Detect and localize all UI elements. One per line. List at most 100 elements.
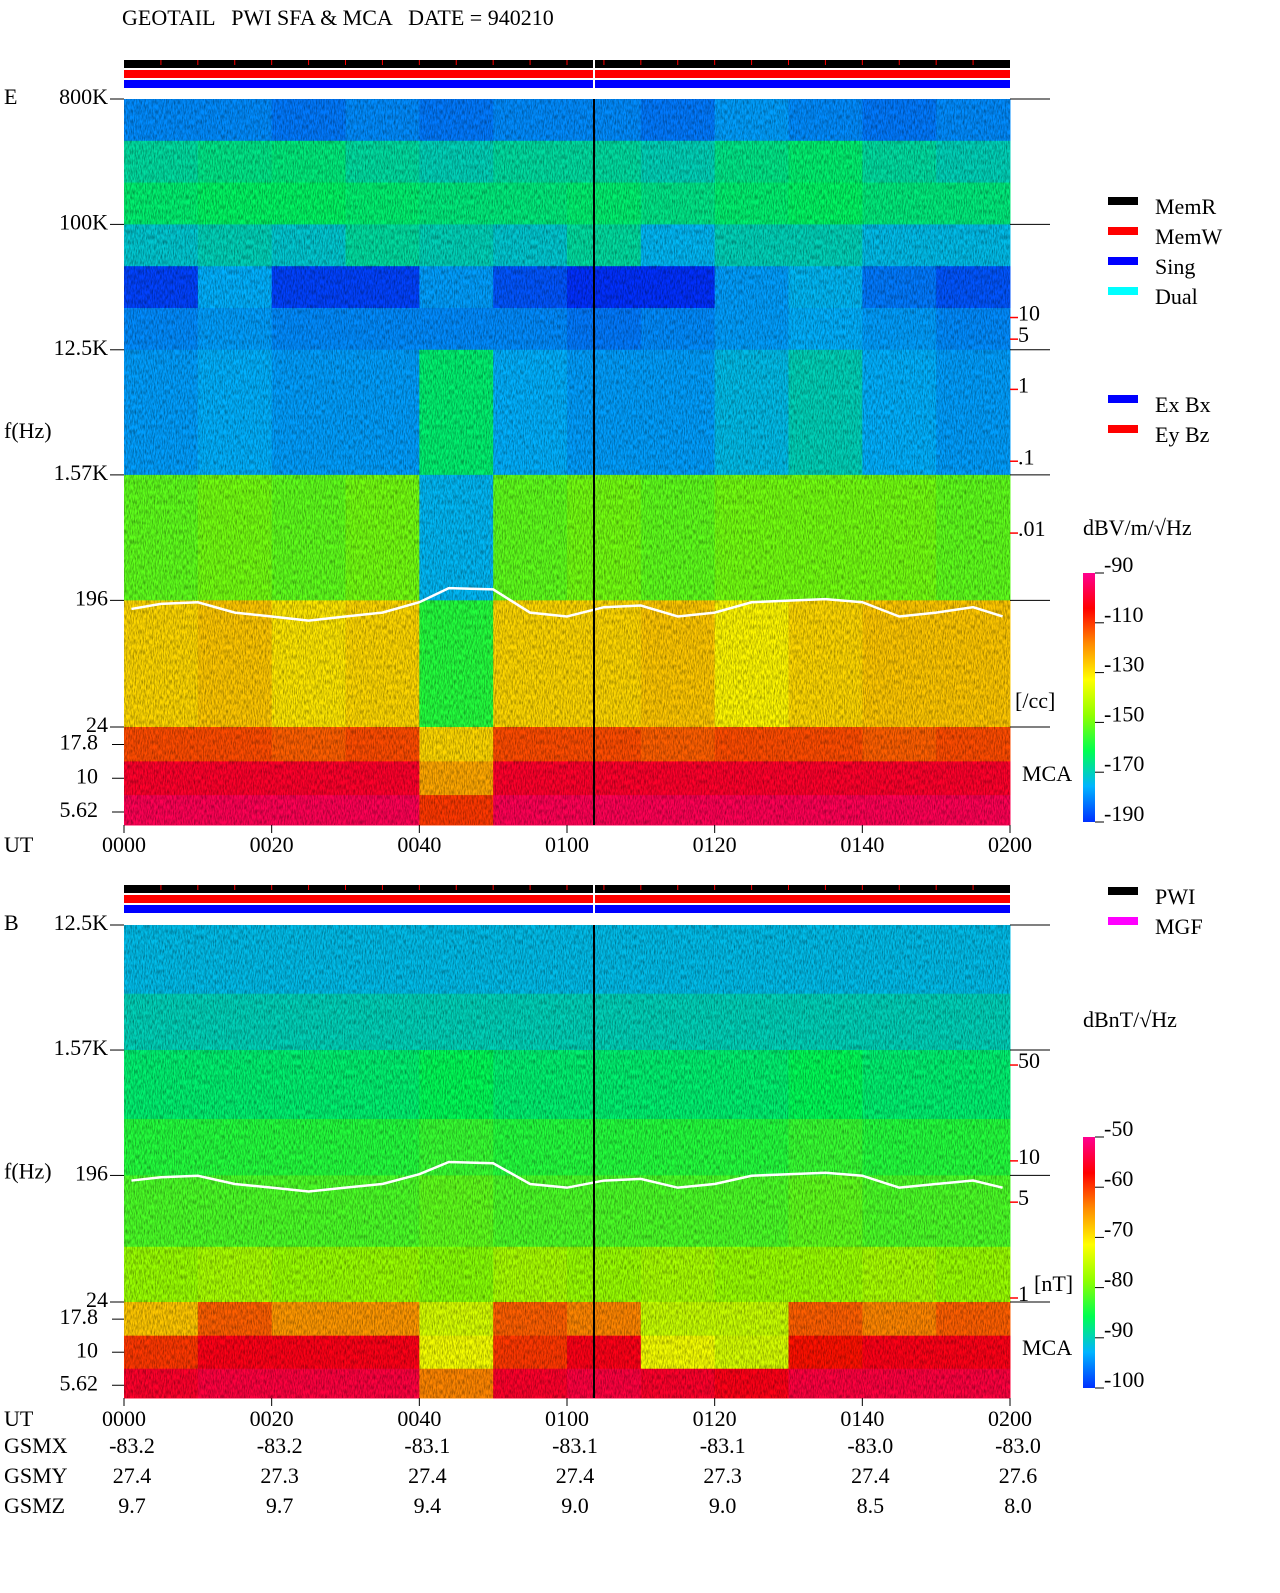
mca-label: MCA — [1022, 1335, 1072, 1360]
colorbar-tick-label: -60 — [1104, 1166, 1133, 1191]
ephemeris-label: GSMZ — [4, 1493, 65, 1518]
legend-label: Dual — [1155, 284, 1198, 309]
ephemeris-value: 8.5 — [857, 1493, 885, 1518]
legend-swatch — [1108, 395, 1138, 403]
ephemeris-value: 8.0 — [1004, 1493, 1032, 1518]
texture — [124, 925, 1010, 1398]
legend-label: MGF — [1155, 914, 1203, 939]
right-tick-label: 5 — [1018, 322, 1029, 347]
legend-label: Sing — [1155, 254, 1195, 279]
y-tick-label: 196 — [75, 1160, 108, 1185]
colorbar-tick-label: -150 — [1104, 701, 1144, 726]
ephemeris-value: 9.4 — [414, 1493, 442, 1518]
y-tick-label: 24 — [86, 1287, 108, 1312]
ephemeris-value: -83.1 — [552, 1433, 598, 1458]
y-tick-label: 12.5K — [54, 335, 109, 360]
mca-tick-label: 17.8 — [60, 730, 99, 755]
ephemeris-value: 27.3 — [260, 1463, 299, 1488]
legend-swatch — [1108, 917, 1138, 925]
y-tick-label: 12.5K — [54, 910, 109, 935]
right-tick-label: 10 — [1018, 1144, 1040, 1169]
ephemeris-value: 27.4 — [113, 1463, 152, 1488]
colorbar — [1083, 573, 1095, 822]
mca-tick-label: 17.8 — [60, 1304, 99, 1329]
x-tick-label: 0040 — [397, 832, 441, 857]
x-tick-label: 0040 — [397, 1406, 441, 1431]
ephemeris-value: -83.0 — [995, 1433, 1041, 1458]
status-bar — [124, 70, 1010, 78]
colorbar-tick-label: -90 — [1104, 552, 1133, 577]
x-tick-label: 0120 — [693, 832, 737, 857]
colorbar-tick-label: -100 — [1104, 1367, 1144, 1392]
plasma-line — [131, 586, 1003, 622]
colorbar-tick-label: -80 — [1104, 1267, 1133, 1292]
mca-tick-label: 10 — [76, 1337, 98, 1362]
status-bar — [124, 80, 1010, 88]
legend-label: MemW — [1155, 224, 1222, 249]
panel-label: B — [4, 910, 19, 935]
right-tick-label: 1 — [1018, 1281, 1029, 1306]
x-tick-label: 0200 — [988, 832, 1032, 857]
x-tick-label: 0100 — [545, 1406, 589, 1431]
ephemeris-value: 27.4 — [851, 1463, 890, 1488]
colorbar-tick-label: -110 — [1104, 602, 1144, 627]
mca-tick-label: 10 — [76, 763, 98, 788]
legend-swatch — [1108, 887, 1138, 895]
colorbar-label: dBV/m/√Hz — [1083, 515, 1192, 540]
y-tick-label: 24 — [86, 712, 108, 737]
y-axis-title: f(Hz) — [4, 418, 52, 443]
x-tick-label: 0140 — [840, 832, 884, 857]
y-tick-label: 1.57K — [54, 1035, 109, 1060]
ephemeris-value: 27.3 — [703, 1463, 742, 1488]
colorbar-tick-label: -70 — [1104, 1216, 1133, 1241]
x-tick-label: 0200 — [988, 1406, 1032, 1431]
texture — [124, 99, 1010, 825]
legend-swatch — [1108, 197, 1138, 205]
y-tick-label: 800K — [59, 84, 108, 109]
right-tick-label: 1 — [1018, 372, 1029, 397]
ephemeris-value: -83.2 — [109, 1433, 155, 1458]
status-bar — [124, 905, 1010, 913]
ephemeris-value: 9.0 — [709, 1493, 737, 1518]
colorbar-tick-label: -190 — [1104, 801, 1144, 826]
x-tick-label: 0020 — [250, 832, 294, 857]
x-axis-title: UT — [4, 832, 34, 857]
x-tick-label: 0120 — [693, 1406, 737, 1431]
ephemeris-value: 9.0 — [561, 1493, 589, 1518]
right-tick-label: .1 — [1018, 444, 1035, 469]
x-tick-label: 0140 — [840, 1406, 884, 1431]
right-axis-unit: [/cc] — [1015, 688, 1055, 713]
x-tick-label: 0000 — [102, 1406, 146, 1431]
x-tick-label: 0020 — [250, 1406, 294, 1431]
x-tick-label: 0100 — [545, 832, 589, 857]
mca-tick-label: 5.62 — [60, 797, 99, 822]
ephemeris-value: 9.7 — [266, 1493, 294, 1518]
ephemeris-value: 27.6 — [999, 1463, 1038, 1488]
mca-label: MCA — [1022, 761, 1072, 786]
right-tick-label: 10 — [1018, 301, 1040, 326]
colorbar-tick-label: -50 — [1104, 1116, 1133, 1141]
colorbar-tick-label: -90 — [1104, 1317, 1133, 1342]
ephemeris-label: GSMY — [4, 1463, 68, 1488]
mca-tick-label: 5.62 — [60, 1370, 99, 1395]
legend-label: MemR — [1155, 194, 1216, 219]
right-axis-unit: [nT] — [1034, 1271, 1073, 1296]
legend-swatch — [1108, 425, 1138, 433]
ephemeris-value: 9.7 — [118, 1493, 146, 1518]
chart-title: GEOTAIL PWI SFA & MCA DATE = 940210 — [122, 5, 554, 30]
legend-label: Ex Bx — [1155, 392, 1211, 417]
plasma-line — [131, 1160, 1003, 1193]
x-axis-title: UT — [4, 1406, 34, 1431]
colorbar-tick-label: -130 — [1104, 652, 1144, 677]
y-tick-label: 196 — [75, 585, 108, 610]
colorbar — [1083, 1137, 1095, 1388]
ephemeris-label: GSMX — [4, 1433, 68, 1458]
right-tick-label: 50 — [1018, 1048, 1040, 1073]
status-bar — [124, 895, 1010, 903]
colorbar-label: dBnT/√Hz — [1083, 1007, 1177, 1032]
panel-label: E — [4, 84, 17, 109]
ephemeris-value: 27.4 — [556, 1463, 595, 1488]
y-tick-label: 1.57K — [54, 460, 109, 485]
ephemeris-value: -83.2 — [257, 1433, 303, 1458]
